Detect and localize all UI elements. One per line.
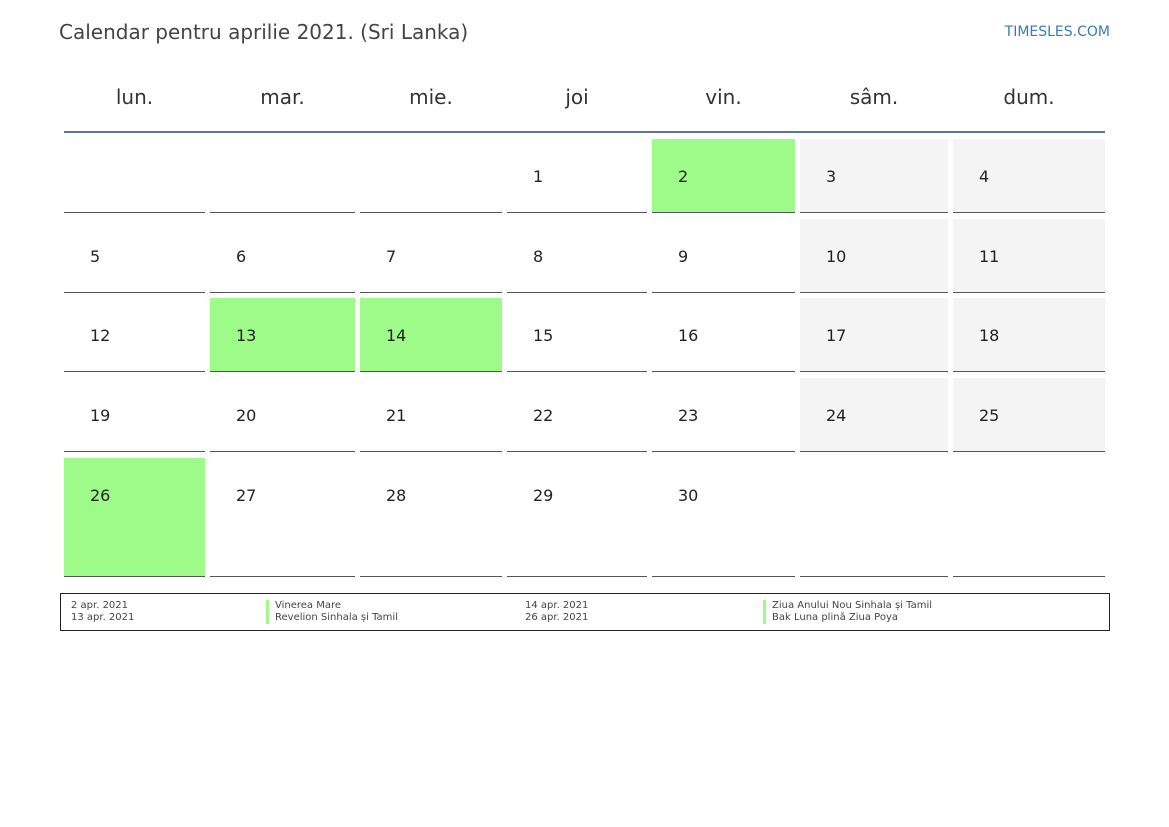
day-number: 3 [826, 167, 837, 186]
legend-holiday-name: Revelion Sinhala și Tamil [266, 612, 398, 624]
weekday-label: lun. [115, 85, 154, 109]
day-cell[interactable]: 14 [360, 298, 502, 372]
day-number: 22 [533, 406, 554, 425]
day-cell[interactable]: 10 [800, 219, 948, 293]
weekday-label: joi [565, 85, 589, 109]
weekday-label: dum. [1003, 85, 1055, 109]
day-number: 15 [533, 326, 554, 345]
day-cell[interactable]: 13 [210, 298, 355, 372]
day-cell[interactable]: 4 [953, 139, 1105, 213]
day-number: 10 [826, 247, 847, 266]
day-number: 9 [678, 247, 689, 266]
day-cell[interactable]: 23 [652, 378, 795, 452]
day-cell[interactable]: 3 [800, 139, 948, 213]
day-number: 18 [979, 326, 1000, 345]
day-number: 26 [90, 486, 111, 505]
day-cell[interactable]: 11 [953, 219, 1105, 293]
day-cell[interactable]: 26 [64, 458, 205, 577]
day-cell[interactable]: 19 [64, 378, 205, 452]
day-number: 14 [386, 326, 407, 345]
day-cell[interactable]: 9 [652, 219, 795, 293]
day-number: 29 [533, 486, 554, 505]
day-number: 2 [678, 167, 689, 186]
weekday-label: mie. [409, 85, 453, 109]
day-number: 11 [979, 247, 1000, 266]
empty-day-cell [800, 458, 948, 577]
day-number: 19 [90, 406, 111, 425]
day-cell[interactable]: 18 [953, 298, 1105, 372]
day-cell[interactable]: 15 [507, 298, 647, 372]
legend-holiday-name: Bak Luna plină Ziua Poya [763, 612, 898, 624]
day-cell[interactable]: 7 [360, 219, 502, 293]
day-number: 24 [826, 406, 847, 425]
day-cell[interactable]: 27 [210, 458, 355, 577]
day-number: 30 [678, 486, 699, 505]
day-number: 25 [979, 406, 1000, 425]
empty-day-cell [360, 139, 502, 213]
day-cell[interactable]: 21 [360, 378, 502, 452]
legend-holiday-name: Ziua Anului Nou Sinhala și Tamil [763, 600, 932, 612]
day-cell[interactable]: 2 [652, 139, 795, 213]
day-cell[interactable]: 24 [800, 378, 948, 452]
day-number: 23 [678, 406, 699, 425]
day-cell[interactable]: 16 [652, 298, 795, 372]
day-number: 5 [90, 247, 101, 266]
page-title: Calendar pentru aprilie 2021. (Sri Lanka… [59, 20, 469, 44]
day-cell[interactable]: 6 [210, 219, 355, 293]
day-number: 28 [386, 486, 407, 505]
day-cell[interactable]: 8 [507, 219, 647, 293]
day-number: 7 [386, 247, 397, 266]
weekday-label: mar. [260, 85, 305, 109]
weekday-label: sâm. [849, 85, 899, 109]
day-number: 17 [826, 326, 847, 345]
day-number: 20 [236, 406, 257, 425]
legend-date: 2 apr. 2021 [71, 600, 129, 611]
day-number: 8 [533, 247, 544, 266]
day-number: 13 [236, 326, 257, 345]
day-cell[interactable]: 5 [64, 219, 205, 293]
legend-holiday-name: Vinerea Mare [266, 600, 341, 612]
day-cell[interactable]: 1 [507, 139, 647, 213]
day-cell[interactable]: 28 [360, 458, 502, 577]
empty-day-cell [953, 458, 1105, 577]
legend-date: 14 apr. 2021 [525, 600, 589, 611]
day-cell[interactable]: 29 [507, 458, 647, 577]
day-number: 4 [979, 167, 990, 186]
day-cell[interactable]: 25 [953, 378, 1105, 452]
day-number: 21 [386, 406, 407, 425]
day-number: 12 [90, 326, 111, 345]
weekday-header-row: lun. mar. mie. joi vin. sâm. dum. [0, 85, 1169, 115]
day-cell[interactable]: 30 [652, 458, 795, 577]
legend-date: 26 apr. 2021 [525, 612, 589, 623]
brand-link[interactable]: TIMESLES.COM [1004, 24, 1110, 40]
day-cell[interactable]: 20 [210, 378, 355, 452]
day-number: 16 [678, 326, 699, 345]
legend-date: 13 apr. 2021 [71, 612, 135, 623]
weekday-label: vin. [705, 85, 742, 109]
day-number: 6 [236, 247, 247, 266]
day-cell[interactable]: 12 [64, 298, 205, 372]
day-cell[interactable]: 17 [800, 298, 948, 372]
day-number: 27 [236, 486, 257, 505]
holiday-legend: 2 apr. 2021 Vinerea Mare 13 apr. 2021 Revel… [60, 593, 1110, 631]
empty-day-cell [210, 139, 355, 213]
header-divider [64, 131, 1105, 133]
day-cell[interactable]: 22 [507, 378, 647, 452]
empty-day-cell [64, 139, 205, 213]
day-number: 1 [533, 167, 544, 186]
